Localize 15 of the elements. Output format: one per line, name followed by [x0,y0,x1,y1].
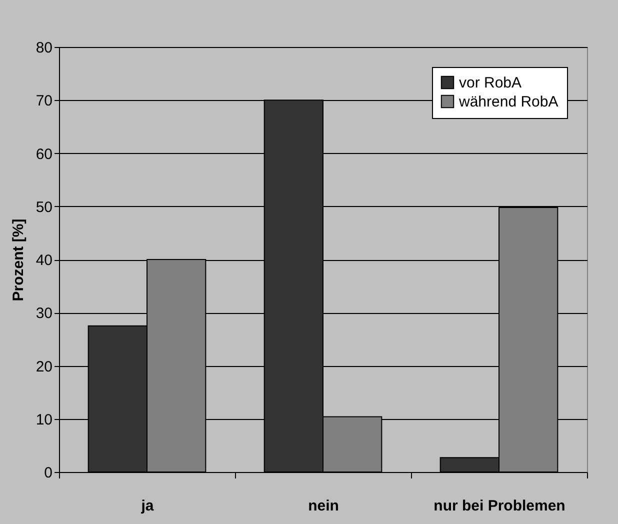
y-tick-label: 20 [36,358,52,376]
y-tick-label: 80 [36,40,52,56]
y-axis-title: Prozent [%] [10,218,27,302]
y-tick-label: 50 [36,198,52,216]
y-tick-label: 10 [36,411,52,428]
y-tick-label: 0 [44,464,52,482]
x-tick-label: nur bei Problemen [434,498,566,514]
y-tick-label: 30 [36,305,52,322]
y-tick-label: 40 [36,252,52,269]
x-tick-label: ja [140,498,154,514]
x-tick-label: nein [308,498,339,514]
legend-label: während RobA [458,94,558,110]
legend-label: vor RobA [459,74,522,92]
y-tick-label: 60 [36,146,52,163]
y-tick-label: 70 [36,92,52,110]
